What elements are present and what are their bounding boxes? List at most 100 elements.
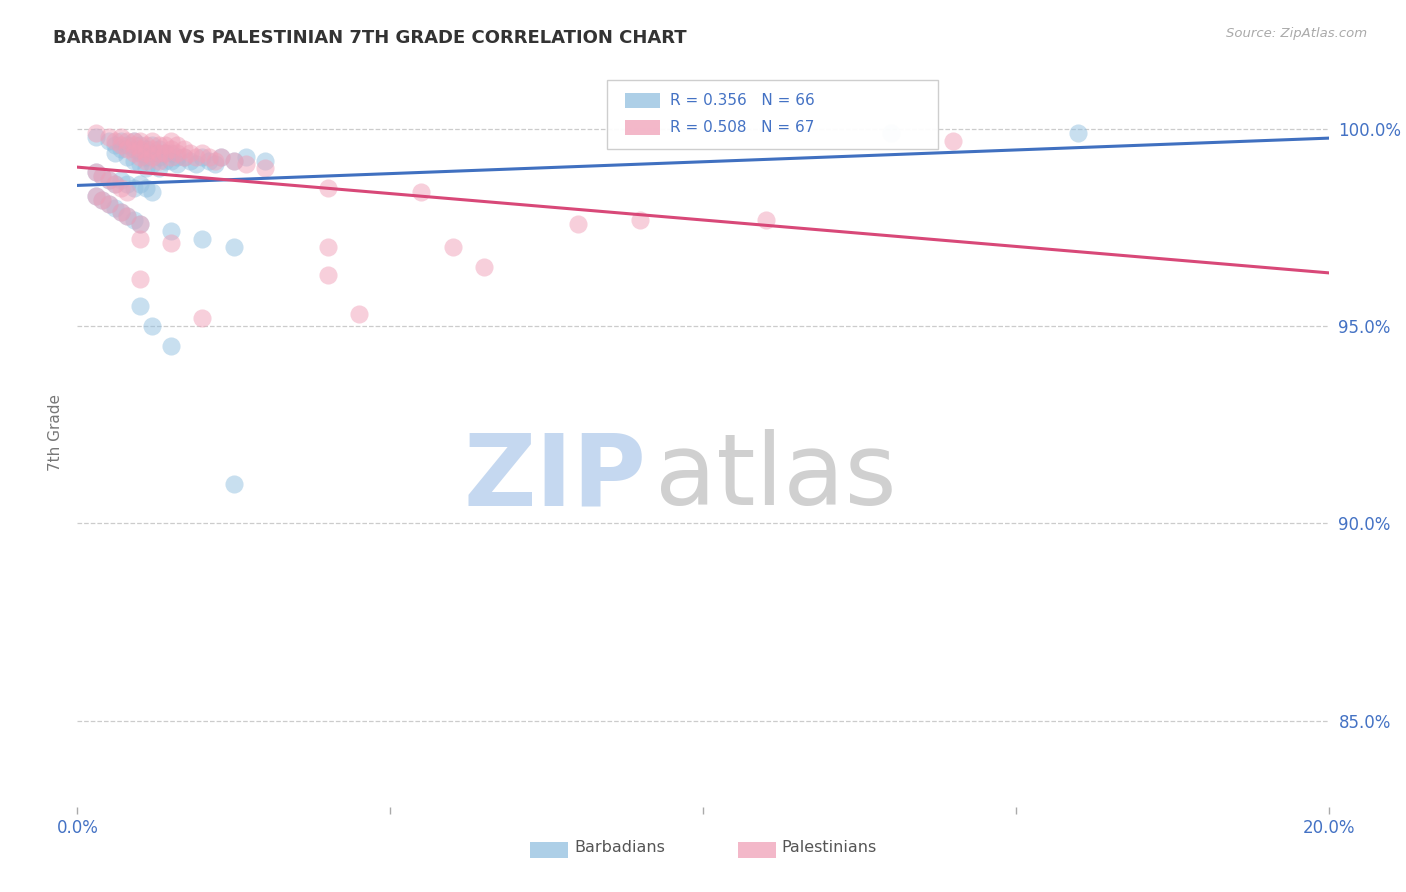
Point	[191, 145, 214, 160]
Point	[153, 137, 176, 152]
Point	[97, 173, 120, 187]
Point	[122, 134, 145, 148]
Point	[197, 150, 219, 164]
Point	[122, 142, 145, 156]
Point	[129, 150, 152, 164]
Point	[173, 150, 195, 164]
Point	[186, 157, 208, 171]
Point	[104, 137, 127, 152]
Point	[129, 232, 152, 246]
Point	[160, 145, 183, 160]
Point	[117, 134, 139, 148]
Point	[129, 137, 152, 152]
Point	[153, 145, 176, 160]
Text: Source: ZipAtlas.com: Source: ZipAtlas.com	[1226, 27, 1367, 40]
Point	[117, 142, 139, 156]
Point	[160, 134, 183, 148]
Point	[129, 272, 152, 286]
Text: BARBADIAN VS PALESTINIAN 7TH GRADE CORRELATION CHART: BARBADIAN VS PALESTINIAN 7TH GRADE CORRE…	[53, 29, 688, 46]
Point	[110, 181, 132, 195]
Point	[148, 142, 170, 156]
Point	[97, 197, 120, 211]
Point	[97, 197, 120, 211]
Point	[122, 153, 145, 168]
Point	[160, 339, 183, 353]
Point	[129, 300, 152, 314]
Text: 0.0%: 0.0%	[56, 819, 98, 837]
Point	[173, 150, 195, 164]
Point	[191, 232, 214, 246]
Text: Barbadians: Barbadians	[574, 840, 665, 855]
Point	[347, 307, 370, 321]
Point	[148, 161, 170, 176]
Point	[129, 217, 152, 231]
Point	[91, 193, 114, 207]
Text: 20.0%: 20.0%	[1302, 819, 1355, 837]
Point	[942, 134, 965, 148]
Point	[135, 137, 157, 152]
Point	[84, 129, 107, 144]
Point	[141, 137, 163, 152]
Point	[880, 126, 903, 140]
Point	[222, 153, 245, 168]
Point	[148, 153, 170, 168]
Point	[253, 153, 276, 168]
Point	[316, 181, 339, 195]
Point	[84, 165, 107, 179]
Point	[110, 137, 132, 152]
Point	[141, 185, 163, 199]
Point	[110, 134, 132, 148]
Point	[129, 142, 152, 156]
Text: ZIP: ZIP	[464, 429, 647, 526]
FancyBboxPatch shape	[626, 93, 661, 108]
Point	[91, 193, 114, 207]
Point	[110, 142, 132, 156]
Point	[122, 134, 145, 148]
Point	[153, 145, 176, 160]
Point	[235, 157, 257, 171]
Point	[173, 142, 195, 156]
Point	[630, 212, 652, 227]
Point	[129, 177, 152, 191]
Point	[316, 240, 339, 254]
FancyBboxPatch shape	[626, 120, 661, 136]
Point	[222, 153, 245, 168]
Point	[141, 134, 163, 148]
Point	[148, 145, 170, 160]
Point	[104, 134, 127, 148]
Point	[122, 181, 145, 195]
Point	[104, 201, 127, 215]
Point	[204, 153, 226, 168]
Point	[179, 145, 201, 160]
Point	[160, 142, 183, 156]
FancyBboxPatch shape	[606, 80, 938, 149]
Point	[97, 129, 120, 144]
Point	[1067, 126, 1090, 140]
Point	[117, 209, 139, 223]
Text: R = 0.356   N = 66: R = 0.356 N = 66	[671, 93, 815, 108]
Point	[235, 150, 257, 164]
FancyBboxPatch shape	[530, 842, 568, 858]
Point	[441, 240, 464, 254]
Point	[141, 157, 163, 171]
Y-axis label: 7th Grade: 7th Grade	[48, 394, 63, 471]
Point	[129, 217, 152, 231]
Point	[135, 161, 157, 176]
Point	[148, 150, 170, 164]
Point	[129, 134, 152, 148]
Point	[91, 169, 114, 184]
Point	[253, 161, 276, 176]
Point	[84, 165, 107, 179]
Point	[135, 142, 157, 156]
Point	[209, 150, 232, 164]
Point	[122, 145, 145, 160]
Point	[129, 145, 152, 160]
Point	[141, 319, 163, 334]
Point	[135, 181, 157, 195]
Point	[122, 212, 145, 227]
Point	[316, 268, 339, 282]
Point	[166, 137, 188, 152]
Point	[186, 150, 208, 164]
Point	[141, 150, 163, 164]
Point	[104, 145, 127, 160]
